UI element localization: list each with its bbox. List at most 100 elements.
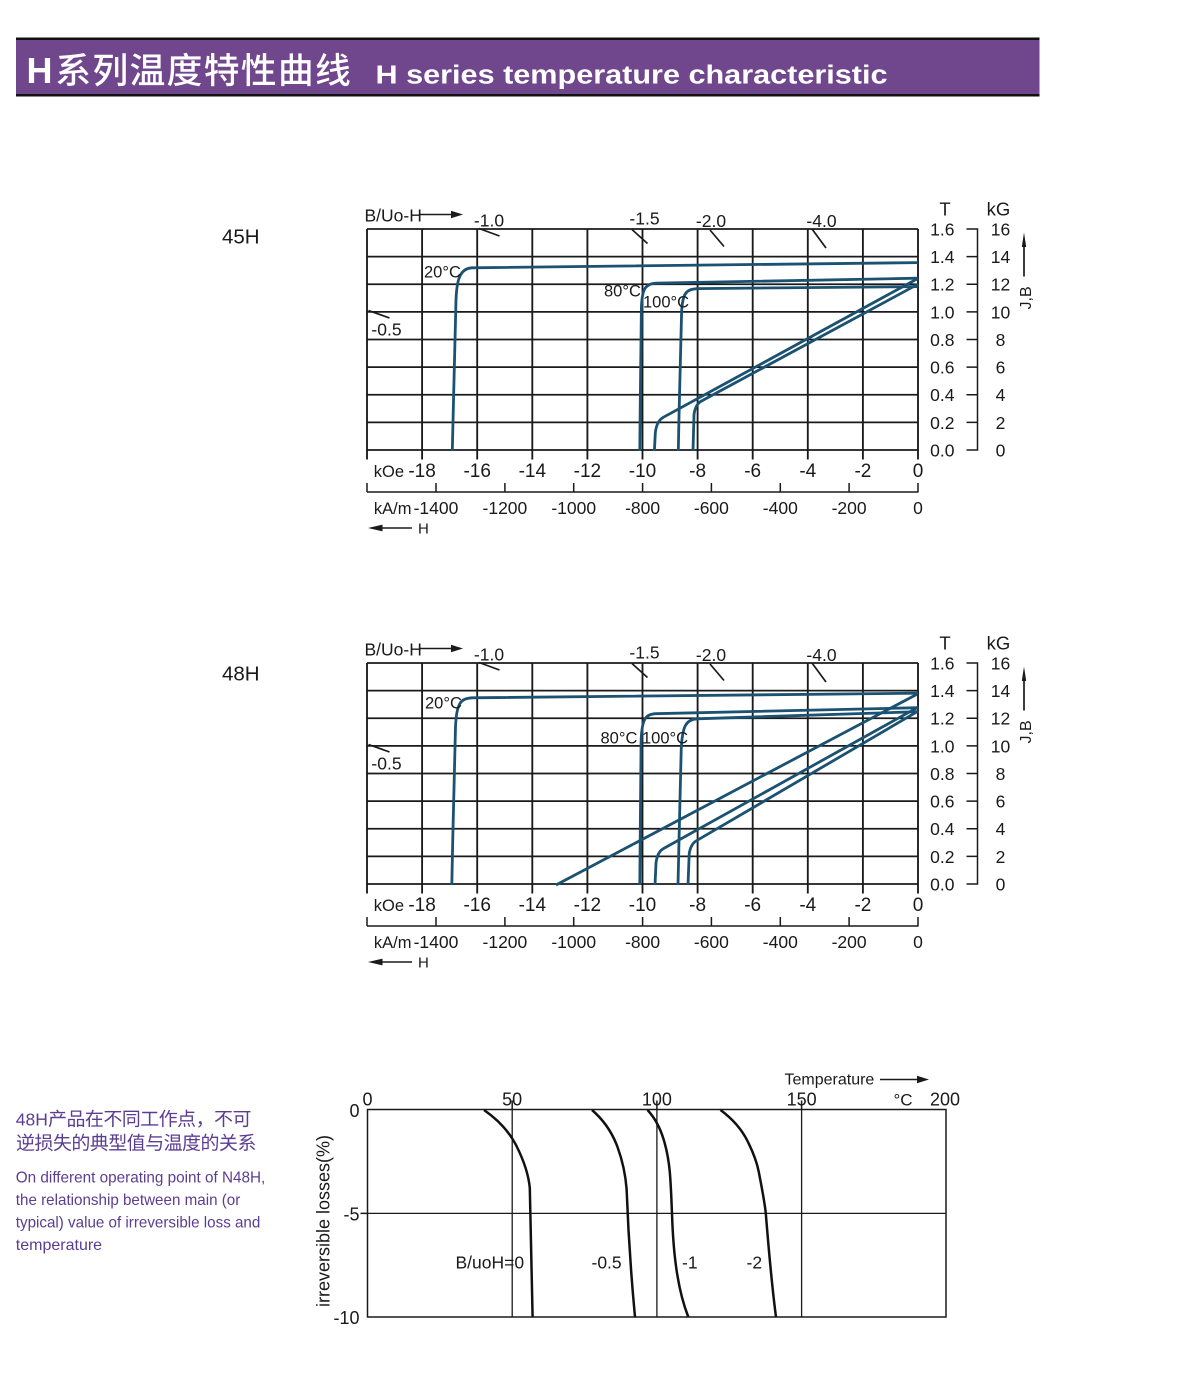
- svg-text:-4: -4: [799, 461, 816, 482]
- svg-text:B/Uo-H: B/Uo-H: [365, 206, 422, 226]
- svg-text:8: 8: [996, 764, 1006, 784]
- svg-text:-2: -2: [854, 461, 871, 482]
- svg-text:-18: -18: [408, 895, 435, 916]
- svg-text:0: 0: [913, 461, 924, 482]
- svg-text:-1.5: -1.5: [629, 643, 659, 663]
- svg-text:0.4: 0.4: [930, 819, 955, 839]
- svg-text:0: 0: [996, 874, 1006, 894]
- svg-text:6: 6: [996, 792, 1006, 812]
- svg-text:J,B: J,B: [1018, 720, 1035, 743]
- svg-text:1.2: 1.2: [930, 709, 954, 729]
- svg-text:1.0: 1.0: [930, 302, 955, 322]
- svg-text:-400: -400: [763, 498, 798, 518]
- svg-text:kG: kG: [987, 633, 1011, 654]
- svg-text:100°C: 100°C: [643, 294, 689, 312]
- svg-text:-200: -200: [832, 932, 867, 952]
- svg-text:12: 12: [991, 709, 1010, 729]
- svg-text:-4.0: -4.0: [806, 645, 836, 665]
- svg-text:On different operating point o: On different operating point of N48H,: [16, 1170, 265, 1187]
- svg-text:-10: -10: [629, 895, 656, 916]
- svg-text:kOe: kOe: [374, 463, 404, 481]
- svg-text:-1000: -1000: [551, 498, 596, 518]
- svg-text:0.2: 0.2: [930, 413, 954, 433]
- svg-text:16: 16: [991, 219, 1010, 239]
- svg-text:-6: -6: [744, 461, 761, 482]
- svg-text:-2.0: -2.0: [696, 211, 726, 231]
- svg-text:45H: 45H: [222, 226, 260, 249]
- svg-text:-2.0: -2.0: [696, 645, 726, 665]
- svg-text:0.6: 0.6: [930, 358, 954, 378]
- svg-text:0.4: 0.4: [930, 385, 955, 405]
- svg-text:20°C: 20°C: [424, 263, 461, 281]
- svg-text:H: H: [418, 955, 429, 972]
- svg-text:B/uoH=0: B/uoH=0: [456, 1253, 525, 1273]
- svg-text:0: 0: [996, 440, 1006, 460]
- svg-text:150: 150: [787, 1090, 817, 1110]
- svg-text:-2: -2: [854, 895, 871, 916]
- svg-text:H: H: [27, 50, 53, 91]
- svg-text:-12: -12: [574, 895, 601, 916]
- svg-text:0.0: 0.0: [930, 874, 955, 894]
- svg-text:48H: 48H: [222, 663, 260, 686]
- svg-text:-10: -10: [333, 1308, 359, 1328]
- svg-text:0.8: 0.8: [930, 764, 954, 784]
- svg-text:temperature: temperature: [16, 1237, 102, 1254]
- svg-text:°C: °C: [893, 1091, 912, 1110]
- svg-text:200: 200: [930, 1090, 960, 1110]
- svg-text:1.0: 1.0: [930, 736, 955, 756]
- svg-text:-14: -14: [519, 461, 547, 482]
- svg-text:0: 0: [913, 895, 924, 916]
- svg-text:kG: kG: [987, 199, 1011, 220]
- svg-text:-5: -5: [343, 1205, 359, 1225]
- svg-text:-1.5: -1.5: [629, 209, 659, 229]
- svg-text:-0.5: -0.5: [371, 754, 401, 774]
- svg-text:-10: -10: [629, 461, 656, 482]
- svg-text:the relationship between main: the relationship between main (or: [16, 1192, 241, 1209]
- svg-text:48H: 48H: [16, 1110, 48, 1130]
- svg-text:14: 14: [991, 681, 1011, 701]
- svg-text:-1.0: -1.0: [474, 211, 504, 231]
- svg-text:1.4: 1.4: [930, 247, 955, 267]
- svg-text:-1200: -1200: [483, 498, 528, 518]
- svg-text:100: 100: [642, 1090, 672, 1110]
- svg-text:80°C: 80°C: [601, 730, 638, 748]
- svg-text:-1.0: -1.0: [474, 645, 504, 665]
- svg-text:0.8: 0.8: [930, 330, 954, 350]
- svg-text:-8: -8: [689, 461, 706, 482]
- svg-text:8: 8: [996, 330, 1006, 350]
- svg-text:irreversible losses(%): irreversible losses(%): [314, 1135, 334, 1307]
- svg-text:-6: -6: [744, 895, 761, 916]
- svg-text:-1400: -1400: [414, 932, 459, 952]
- svg-text:-4.0: -4.0: [806, 211, 836, 231]
- svg-text:0: 0: [362, 1090, 372, 1110]
- svg-text:0.6: 0.6: [930, 792, 954, 812]
- svg-text:typical) value of irreversible: typical) value of irreversible loss and: [16, 1215, 260, 1232]
- svg-text:-0.5: -0.5: [371, 320, 401, 340]
- svg-text:T: T: [939, 633, 950, 654]
- svg-text:-600: -600: [694, 498, 729, 518]
- svg-text:-1200: -1200: [483, 932, 528, 952]
- svg-text:0.2: 0.2: [930, 847, 954, 867]
- svg-text:-200: -200: [832, 498, 867, 518]
- svg-text:-8: -8: [689, 895, 706, 916]
- svg-text:4: 4: [996, 819, 1006, 839]
- svg-text:80°C: 80°C: [604, 283, 641, 301]
- svg-text:-18: -18: [408, 461, 435, 482]
- svg-text:-4: -4: [799, 895, 816, 916]
- svg-text:T: T: [939, 199, 950, 220]
- svg-text:-16: -16: [463, 895, 490, 916]
- svg-text:10: 10: [991, 302, 1011, 322]
- svg-text:14: 14: [991, 247, 1011, 267]
- svg-text:-1: -1: [682, 1253, 698, 1273]
- svg-text:-16: -16: [463, 461, 490, 482]
- svg-text:kA/m: kA/m: [374, 934, 412, 952]
- svg-text:1.2: 1.2: [930, 275, 954, 295]
- svg-text:-1400: -1400: [414, 498, 459, 518]
- svg-text:-400: -400: [763, 932, 798, 952]
- svg-text:6: 6: [996, 358, 1006, 378]
- svg-text:50: 50: [502, 1090, 522, 1110]
- svg-text:16: 16: [991, 653, 1010, 673]
- svg-text:H: H: [418, 521, 429, 538]
- svg-text:J,B: J,B: [1018, 286, 1035, 309]
- svg-text:-14: -14: [519, 895, 547, 916]
